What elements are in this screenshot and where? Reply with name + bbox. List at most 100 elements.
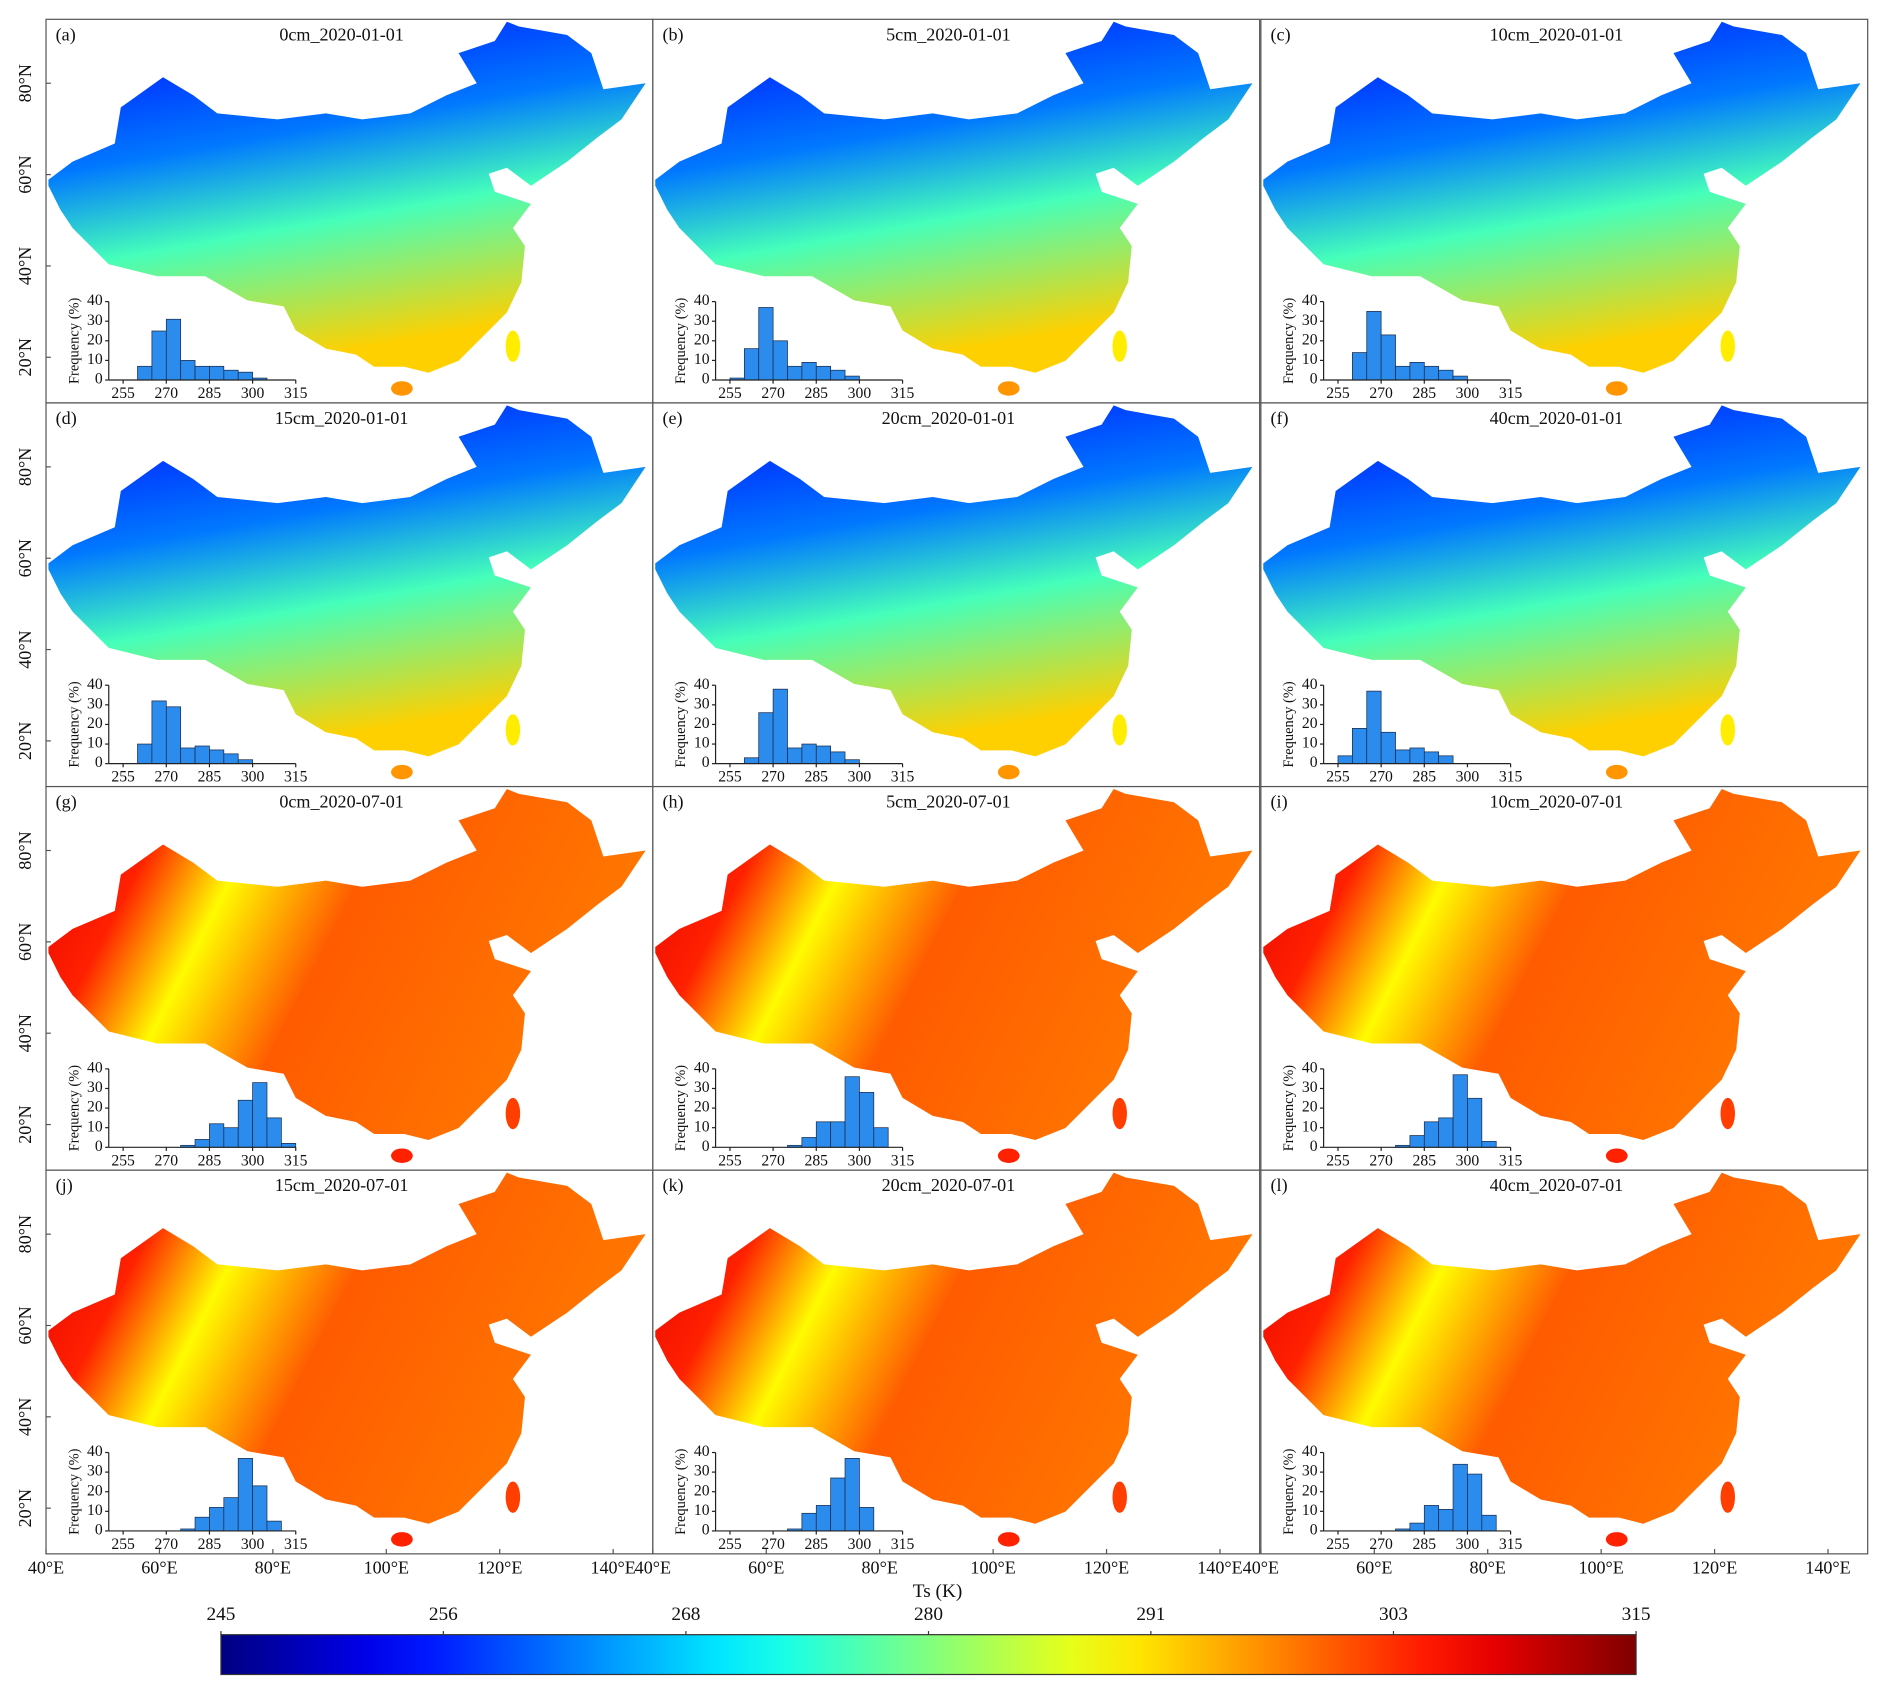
histogram-bar — [801, 1512, 817, 1532]
histogram-y-tick-label: 0 — [1310, 1522, 1318, 1539]
histogram-bar — [194, 1516, 210, 1532]
histogram-y-tick-label: 0 — [95, 1138, 103, 1155]
histogram-x-tick-label: 270 — [761, 769, 785, 786]
histogram-bar — [1409, 1522, 1425, 1532]
histogram-x-tick-label: 300 — [1456, 1536, 1480, 1553]
map-y-tick-label: 60°N — [15, 1306, 35, 1344]
histogram-x-tick-label: 300 — [848, 385, 872, 402]
histogram-y-tick-label: 20 — [87, 1099, 103, 1116]
histogram-bar — [801, 743, 817, 765]
histogram-y-label: Frequency (%) — [673, 1065, 689, 1152]
histogram-x-tick-label: 285 — [1413, 385, 1437, 402]
histogram-y-tick-label: 0 — [702, 1138, 710, 1155]
histogram-bar — [252, 1082, 268, 1148]
histogram-bar — [1481, 1141, 1497, 1148]
histogram-y-tick-label: 0 — [702, 371, 710, 388]
map-island — [1112, 1481, 1127, 1513]
histogram-y-label: Frequency (%) — [673, 297, 689, 384]
histogram-x-tick-label: 285 — [198, 1152, 222, 1169]
histogram-bar — [815, 1505, 832, 1532]
histogram-bar — [743, 348, 760, 381]
histogram-y-tick-label: 20 — [1302, 1482, 1318, 1499]
histogram-y-tick-label: 0 — [95, 754, 103, 771]
map-x-tick-label: 140°E — [1805, 1558, 1850, 1578]
histogram-bar — [209, 365, 225, 381]
map-y-tick-label: 20°N — [15, 1489, 35, 1527]
map — [1263, 405, 1861, 780]
histogram-bar — [1337, 755, 1353, 765]
histogram-bar — [266, 1117, 282, 1148]
histogram-bar — [1481, 1514, 1497, 1532]
map-island — [505, 714, 521, 746]
histogram-y-tick-label: 10 — [694, 735, 710, 752]
map — [655, 1172, 1253, 1547]
histogram-x-tick-label: 300 — [241, 385, 265, 402]
histogram-y-tick-label: 10 — [87, 351, 103, 368]
map-y-tick-label: 20°N — [15, 722, 35, 760]
map-land — [1263, 788, 1861, 1141]
map-land — [655, 1172, 1253, 1524]
map-land — [48, 788, 646, 1141]
histogram-y-tick-label: 0 — [95, 1522, 103, 1539]
histogram-y-tick-label: 10 — [694, 1118, 710, 1135]
histogram-x-tick-label: 315 — [284, 385, 308, 402]
map-land — [655, 788, 1253, 1141]
histogram-y-tick-label: 10 — [1302, 351, 1318, 368]
map-x-tick-label: 80°E — [255, 1558, 291, 1578]
histogram-y-tick-label: 10 — [87, 1118, 103, 1135]
histogram-bar — [237, 1099, 253, 1148]
histogram-bar — [252, 1485, 268, 1532]
histogram-y-label: Frequency (%) — [1281, 1065, 1297, 1152]
map-x-tick-label: 60°E — [748, 1558, 784, 1578]
panel-label: (b) — [662, 24, 683, 45]
map-island — [1720, 1097, 1735, 1130]
histogram-bar — [209, 749, 225, 765]
histogram-bar — [787, 365, 803, 381]
histogram-x-tick-label: 285 — [1413, 1536, 1437, 1553]
histogram-y-tick-label: 40 — [1302, 676, 1318, 693]
histogram-bar — [859, 1507, 875, 1532]
histogram-x-tick-label: 270 — [155, 385, 179, 402]
histogram-y-tick-label: 30 — [87, 312, 103, 329]
histogram-bar — [1366, 311, 1382, 381]
histogram-bar — [1380, 334, 1396, 381]
map-land — [655, 405, 1253, 757]
map-x-tick-label: 80°E — [862, 1558, 898, 1578]
histogram-y-label: Frequency (%) — [66, 1448, 82, 1535]
histogram-x-tick-label: 315 — [1499, 769, 1523, 786]
map-x-tick-label: 140°E — [590, 1558, 635, 1578]
colorbar-label: Ts (K) — [913, 1581, 963, 1602]
histogram-y-tick-label: 0 — [1310, 1138, 1318, 1155]
histogram-x-tick-label: 285 — [805, 1152, 829, 1169]
map-y-tick-label: 40°N — [15, 630, 35, 668]
map-x-tick-label: 60°E — [141, 1558, 177, 1578]
map-island — [997, 381, 1020, 396]
histogram-bar — [830, 1121, 846, 1148]
map-land — [48, 21, 646, 373]
histogram-x-tick-label: 285 — [1413, 1152, 1437, 1169]
histogram-bar — [209, 1123, 225, 1148]
map — [48, 405, 646, 780]
histogram-x-tick-label: 315 — [1499, 1536, 1523, 1553]
histogram-y-tick-label: 20 — [87, 715, 103, 732]
map — [48, 21, 646, 396]
map-y-tick-label: 40°N — [15, 247, 35, 285]
map-island — [505, 330, 521, 362]
histogram-y-tick-label: 30 — [87, 1079, 103, 1096]
map-x-tick-label: 40°E — [1243, 1558, 1279, 1578]
colorbar-tick-label: 315 — [1622, 1604, 1651, 1625]
histogram-x-tick-label: 285 — [1413, 769, 1437, 786]
histogram-x-tick-label: 270 — [761, 1536, 785, 1553]
histogram-bar — [151, 700, 167, 765]
histogram-x-tick-label: 255 — [718, 769, 742, 786]
map-y-tick-label: 20°N — [15, 1105, 35, 1143]
histogram-bar — [1452, 1463, 1468, 1532]
histogram-bar — [180, 747, 196, 765]
map-x-tick-label: 100°E — [970, 1558, 1015, 1578]
map-island — [997, 1532, 1020, 1547]
histogram-bar — [859, 1092, 875, 1148]
histogram-bar — [830, 751, 846, 765]
histogram-bar — [1395, 749, 1411, 765]
histogram-y-tick-label: 40 — [1302, 1443, 1318, 1460]
histogram-y-label: Frequency (%) — [66, 681, 82, 768]
